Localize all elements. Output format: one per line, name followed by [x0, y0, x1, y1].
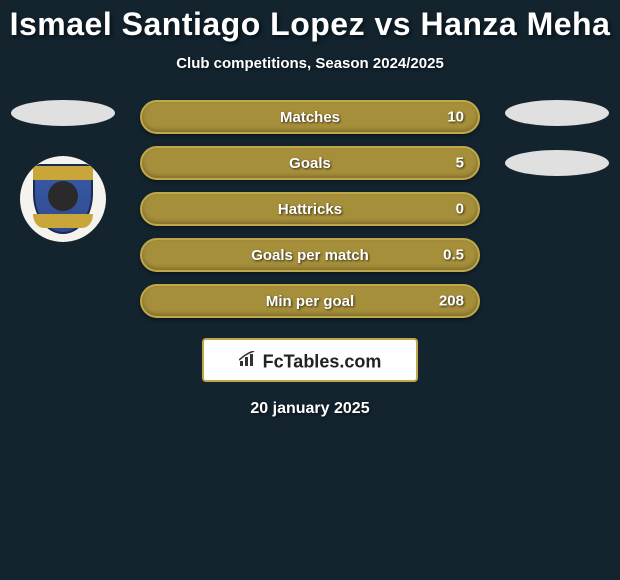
stat-right-value: 208 — [439, 293, 464, 310]
left-player-column — [8, 100, 118, 242]
shield-icon — [33, 164, 93, 234]
right-player-oval-placeholder-2 — [505, 150, 609, 176]
stat-right-value: 10 — [447, 109, 464, 126]
footer: FcTables.com 20 january 2025 — [0, 338, 620, 418]
stat-right-value: 5 — [456, 155, 464, 172]
brand-text: FcTables.com — [263, 351, 382, 371]
season-subtitle: Club competitions, Season 2024/2025 — [0, 55, 620, 72]
right-player-oval-placeholder-1 — [505, 100, 609, 126]
bar-chart-icon — [239, 341, 259, 381]
brand-box[interactable]: FcTables.com — [202, 338, 418, 382]
stat-label: Hattricks — [278, 201, 342, 218]
stat-row-min-per-goal: Min per goal 208 — [140, 284, 480, 318]
stat-label: Goals per match — [251, 247, 369, 264]
stat-row-matches: Matches 10 — [140, 100, 480, 134]
stat-row-goals-per-match: Goals per match 0.5 — [140, 238, 480, 272]
stat-label: Matches — [280, 109, 340, 126]
stat-right-value: 0 — [456, 201, 464, 218]
comparison-content: Matches 10 Goals 5 Hattricks 0 Goals per… — [0, 100, 620, 318]
right-player-column — [502, 100, 612, 200]
snapshot-date: 20 january 2025 — [0, 400, 620, 418]
stat-label: Min per goal — [266, 293, 354, 310]
left-club-badge — [20, 156, 106, 242]
stat-row-hattricks: Hattricks 0 — [140, 192, 480, 226]
stat-bars: Matches 10 Goals 5 Hattricks 0 Goals per… — [140, 100, 480, 318]
stat-right-value: 0.5 — [443, 247, 464, 264]
stat-row-goals: Goals 5 — [140, 146, 480, 180]
left-player-oval-placeholder — [11, 100, 115, 126]
stat-label: Goals — [289, 155, 331, 172]
page-title: Ismael Santiago Lopez vs Hanza Meha — [0, 0, 620, 43]
